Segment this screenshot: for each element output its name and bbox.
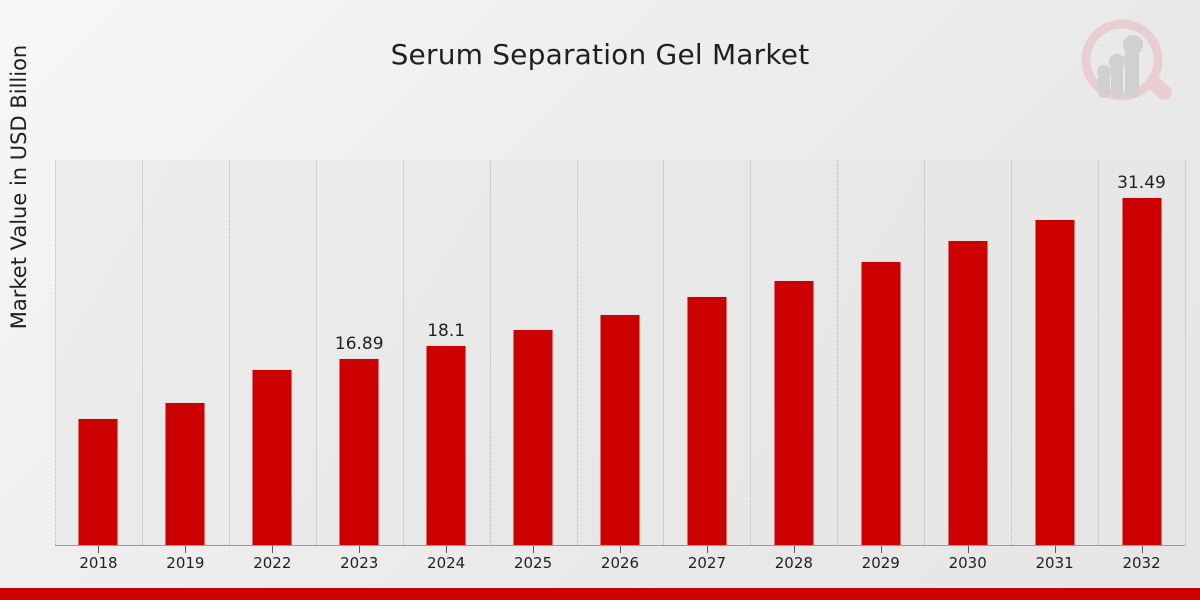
x-axis-tick [880, 546, 882, 553]
bar-slot [750, 160, 837, 545]
bar-value-label: 31.49 [1117, 172, 1166, 193]
footer-accent-strip [0, 588, 1200, 600]
bar[interactable] [425, 344, 467, 545]
page-title: Serum Separation Gel Market [390, 38, 810, 71]
bar-slot [229, 160, 316, 545]
x-axis-label: 2030 [948, 554, 987, 572]
bar[interactable] [1034, 219, 1076, 545]
x-axis-tick [185, 546, 187, 553]
bar[interactable] [860, 261, 902, 545]
x-axis-label: 2028 [774, 554, 813, 572]
bar[interactable] [164, 402, 206, 545]
bar[interactable] [947, 240, 989, 545]
x-axis-ticks [55, 546, 1185, 554]
bar-slot [55, 160, 142, 545]
gridline [1185, 160, 1186, 545]
bar[interactable] [599, 314, 641, 545]
x-axis-label: 2025 [513, 554, 553, 572]
y-axis-title: Market Value in USD Billion [7, 44, 31, 330]
bar-slot [663, 160, 750, 545]
x-axis-tick [793, 546, 795, 553]
bar-slot [142, 160, 229, 545]
x-axis-tick [1054, 546, 1056, 553]
bar-slot: 31.49 [1098, 160, 1185, 545]
x-axis-tick [706, 546, 708, 553]
x-axis-label: 2026 [600, 554, 640, 572]
bar-slot: 16.89 [316, 160, 403, 545]
x-axis-label: 2032 [1122, 554, 1161, 572]
x-axis-label: 2029 [861, 554, 900, 572]
x-axis-labels: 2018 2019 2022 2023 2024 2025 2026 2027 2028 2029… [55, 554, 1185, 578]
bar[interactable] [686, 296, 728, 545]
bar[interactable] [1121, 196, 1163, 545]
bar[interactable] [338, 358, 380, 545]
bars-layer: 16.89 18.1 31.49 [55, 160, 1185, 545]
bar-slot [1011, 160, 1098, 545]
x-axis-tick [446, 546, 448, 553]
x-axis-tick [1141, 546, 1143, 553]
x-axis-tick [272, 546, 274, 553]
plot-area: 16.89 18.1 31.49 [55, 160, 1186, 545]
bar[interactable] [251, 369, 293, 545]
x-axis-tick [359, 546, 361, 553]
x-axis-tick [967, 546, 969, 553]
bar-value-label: 16.89 [334, 334, 384, 355]
x-axis-label: 2022 [253, 554, 292, 572]
x-axis-label: 2023 [340, 554, 379, 572]
x-axis-tick [533, 546, 535, 553]
bar-slot [837, 160, 924, 545]
magnifier-bar-chart-logo-watermark [1072, 12, 1182, 117]
bar[interactable] [77, 418, 119, 545]
bar-slot: 18.1 [403, 160, 490, 545]
bar[interactable] [512, 329, 554, 545]
x-axis-label: 2027 [687, 554, 727, 572]
x-axis-line [55, 545, 1185, 546]
x-axis-tick [98, 546, 100, 553]
x-axis-label: 2018 [79, 554, 118, 572]
bar-slot [924, 160, 1011, 545]
x-axis-tick [620, 546, 621, 553]
bar-value-label: 18.1 [427, 320, 466, 341]
bar[interactable] [773, 280, 815, 545]
bar-slot [577, 160, 664, 545]
bar-slot [490, 160, 577, 545]
x-axis-label: 2031 [1035, 554, 1074, 572]
x-axis-label: 2024 [427, 554, 466, 572]
x-axis-label: 2019 [166, 554, 205, 572]
